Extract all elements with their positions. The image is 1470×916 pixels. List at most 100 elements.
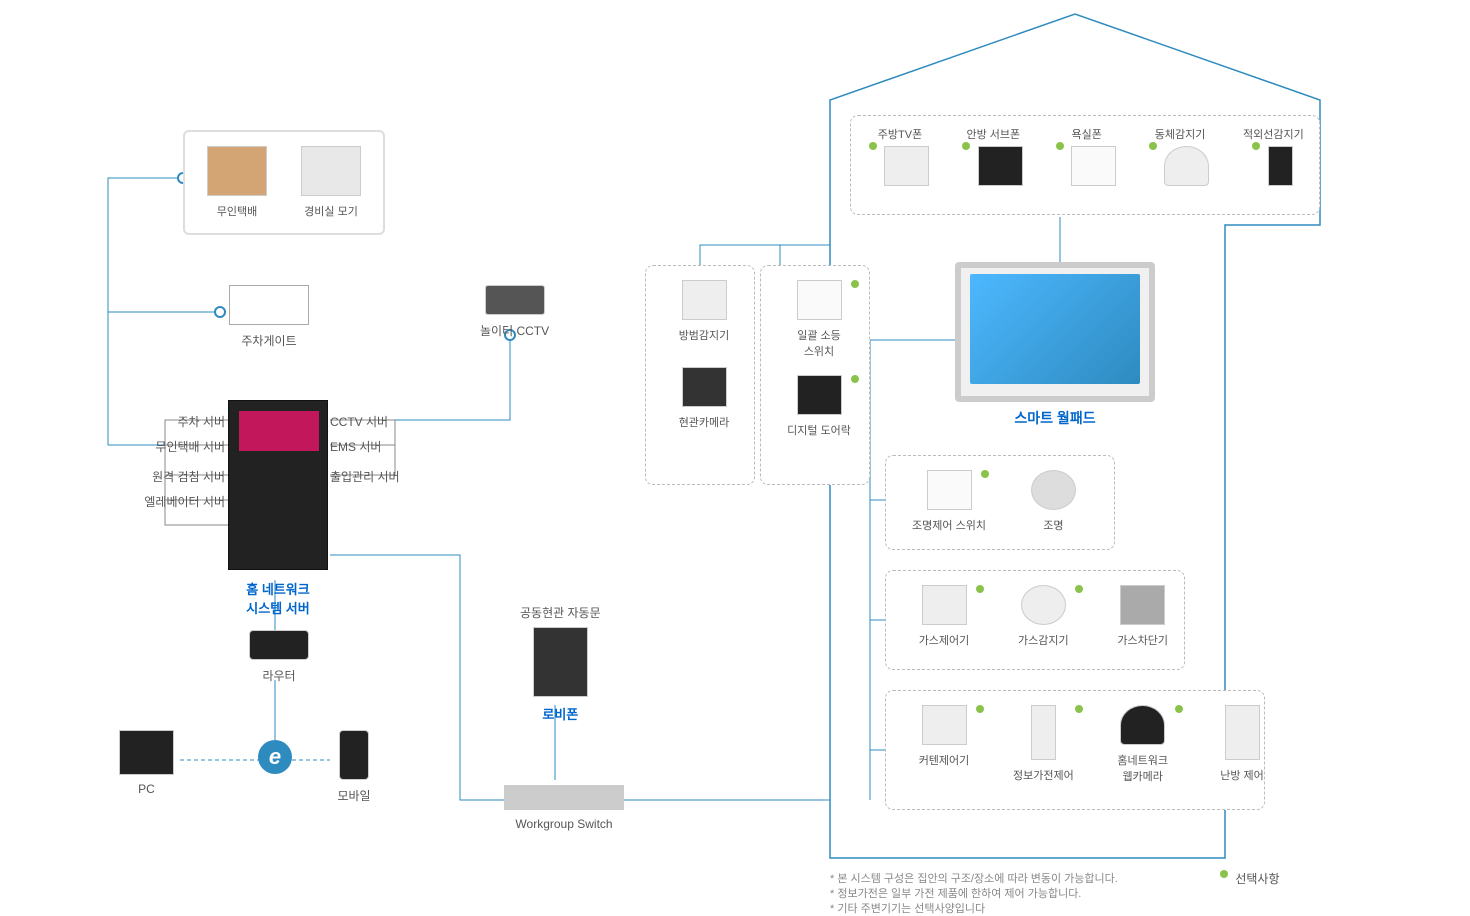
lobby-phone-icon [533,627,588,697]
server-left-1: 무인택배 서버 [105,438,225,455]
server-rack-icon [228,400,328,570]
legend: 선택사항 [1218,870,1280,887]
light-switch-label: 일괄 소등 스위치 [779,327,859,359]
footnote-2: * 기타 주변기기는 선택사양입니다 [830,900,985,916]
guard-label: 경비실 모기 [297,203,365,219]
light-switch-icon [797,280,842,320]
server-rack: 홈 네트워크 시스템 서버 [228,400,328,617]
parcel-locker-icon [207,146,267,196]
gas-detector-icon [1021,585,1066,625]
pc-label: PC [115,782,178,796]
parcel-label: 무인택배 [203,203,271,219]
curtain-control-label: 커텐제어기 [904,752,984,768]
gas-box: 가스제어기 가스감지기 가스차단기 [885,570,1185,670]
light-icon [1031,470,1076,510]
motion-detector-icon [1164,146,1209,186]
optional-dot [976,585,984,593]
internet-icon: e [258,740,292,774]
switch-lock-box: 일괄 소등 스위치 디지털 도어락 [760,265,870,485]
server-right-0: CCTV 서버 [330,413,388,430]
lobby-title: 공동현관 자동문 [520,604,601,621]
room-sub-label: 안방 서브폰 [948,126,1038,142]
room-sub-icon [978,146,1023,186]
gas-control-label: 가스제어기 [904,632,984,648]
router: 라우터 [245,630,313,684]
server-left-3: 엘레베이터 서버 [105,493,225,510]
lobby-phone: 공동현관 자동문 로비폰 [520,600,601,723]
optional-dot [869,142,877,150]
smart-wallpad: 스마트 월패드 [955,262,1155,428]
door-camera-icon [682,367,727,407]
parking-gate-label: 주차게이트 [225,332,313,349]
curtain-control-icon [922,705,967,745]
light-control-label: 조명제어 스위치 [904,517,994,533]
motion-detector-label: 동체감지기 [1135,126,1225,142]
optional-dot [976,705,984,713]
server-left-0: 주차 서버 [125,413,225,430]
appliance-control-icon [1031,705,1056,760]
lighting-box: 조명제어 스위치 조명 [885,455,1115,550]
optional-dot [981,470,989,478]
bath-phone-icon [1071,146,1116,186]
bath-phone-label: 욕실폰 [1042,126,1132,142]
footnote-1: * 정보가전은 일부 가전 제품에 한하여 제어 가능합니다. [830,885,1081,901]
server-right-2: 출입관리 서버 [330,468,400,485]
doorlock-label: 디지털 도어락 [779,422,859,438]
heating-control-label: 난방 제어 [1202,767,1282,783]
ir-detector-icon [1268,146,1293,186]
ir-detector-label: 적외선감지기 [1228,126,1318,142]
parking-gate: 주차게이트 [225,285,313,349]
router-label: 라우터 [245,667,313,684]
door-camera-label: 현관카메라 [664,414,744,430]
server-left-2: 원격 검침 서버 [105,468,225,485]
wallpad-icon [955,262,1155,402]
legend-dot [1220,870,1228,878]
doorlock-icon [797,375,842,415]
appliance-control-label: 정보가전제어 [1003,767,1083,783]
optional-dot [1056,142,1064,150]
optional-dot [1252,142,1260,150]
switch-label: Workgroup Switch [500,817,628,831]
switch-icon [504,785,624,810]
server-rack-title: 홈 네트워크 시스템 서버 [228,579,328,617]
webcam-label: 홈네트워크 웹카메라 [1103,752,1183,784]
kitchen-tv-icon [884,146,929,186]
router-icon [249,630,309,660]
optional-dot [962,142,970,150]
optional-dot [1149,142,1157,150]
cctv-label: 놀이터 CCTV [480,322,549,339]
playground-cctv: 놀이터 CCTV [480,285,549,339]
optional-dot [1175,705,1183,713]
webcam-icon [1120,705,1165,745]
bottom-devices-box: 커텐제어기 정보가전제어 홈네트워크 웹카메라 난방 제어 [885,690,1265,810]
mobile: 모바일 [335,730,373,804]
light-label: 조명 [1013,517,1093,533]
pc: PC [115,730,178,796]
optional-dot [851,280,859,288]
mobile-label: 모바일 [335,787,373,804]
parking-gate-icon [229,285,309,325]
workgroup-switch: Workgroup Switch [500,785,628,831]
pc-icon [119,730,174,775]
footnote-0: * 본 시스템 구성은 집안의 구조/장소에 따라 변동이 가능합니다. [830,870,1118,886]
guard-monitor-icon [301,146,361,196]
heating-control-icon [1225,705,1260,760]
optional-dot [851,375,859,383]
gas-control-icon [922,585,967,625]
security-sensor-icon [682,280,727,320]
cctv-icon [485,285,545,315]
lobby-label: 로비폰 [520,704,601,723]
light-control-icon [927,470,972,510]
parcel-guard-box: 무인택배 경비실 모기 [183,130,385,235]
gas-shutoff-label: 가스차단기 [1103,632,1183,648]
kitchen-tv-label: 주방TV폰 [855,126,945,142]
server-right-1: EMS 서버 [330,438,381,455]
mobile-icon [339,730,369,780]
gas-detector-label: 가스감지기 [1003,632,1083,648]
wallpad-label: 스마트 월패드 [955,408,1155,428]
security-sensor-label: 방범감지기 [664,327,744,343]
optional-dot [1075,705,1083,713]
legend-label: 선택사항 [1235,872,1279,886]
optional-dot [1075,585,1083,593]
ie-icon: e [258,740,292,774]
